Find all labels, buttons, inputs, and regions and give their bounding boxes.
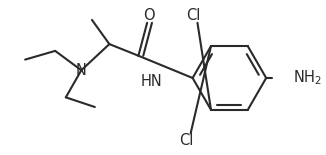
Text: HN: HN — [141, 74, 163, 89]
Text: Cl: Cl — [186, 8, 201, 23]
Text: Cl: Cl — [180, 133, 194, 148]
Text: NH$_2$: NH$_2$ — [293, 69, 322, 87]
Text: O: O — [143, 8, 155, 23]
Text: N: N — [76, 63, 87, 78]
